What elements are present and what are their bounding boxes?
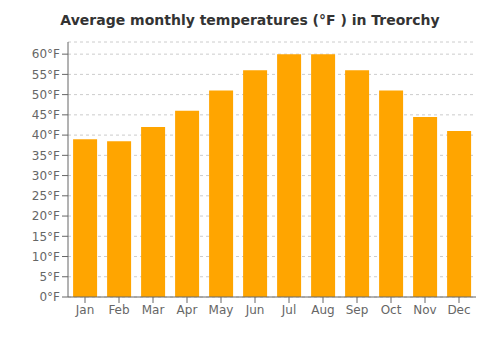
svg-text:Oct: Oct — [381, 303, 402, 317]
svg-text:Jan: Jan — [75, 303, 95, 317]
svg-text:Mar: Mar — [142, 303, 165, 317]
svg-text:Jul: Jul — [281, 303, 296, 317]
svg-text:30°F: 30°F — [32, 169, 60, 183]
svg-text:55°F: 55°F — [32, 68, 60, 82]
svg-text:Aug: Aug — [311, 303, 334, 317]
svg-text:40°F: 40°F — [32, 128, 60, 142]
svg-text:Sep: Sep — [346, 303, 369, 317]
svg-text:35°F: 35°F — [32, 149, 60, 163]
svg-text:Nov: Nov — [413, 303, 436, 317]
svg-text:20°F: 20°F — [32, 209, 60, 223]
svg-text:50°F: 50°F — [32, 88, 60, 102]
svg-text:5°F: 5°F — [39, 270, 60, 284]
svg-text:0°F: 0°F — [39, 290, 60, 304]
svg-text:Feb: Feb — [108, 303, 129, 317]
html-text:Average monthly temperatures (: Average monthly temperatures (°F ) in Tr… — [60, 12, 440, 28]
svg-text:Apr: Apr — [177, 303, 198, 317]
svg-text:60°F: 60°F — [32, 47, 60, 61]
svg-text:25°F: 25°F — [32, 189, 60, 203]
svg-text:45°F: 45°F — [32, 108, 60, 122]
svg-text:May: May — [209, 303, 234, 317]
svg-text:10°F: 10°F — [32, 250, 60, 264]
svg-text:15°F: 15°F — [32, 230, 60, 244]
svg-text:Dec: Dec — [447, 303, 470, 317]
svg-text:Jun: Jun — [245, 303, 265, 317]
